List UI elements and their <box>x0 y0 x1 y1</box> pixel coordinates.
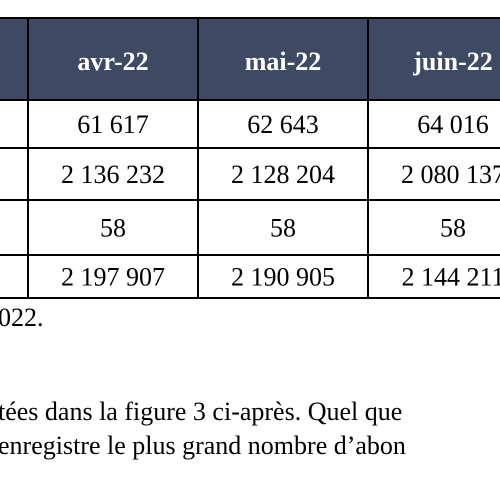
table-cell: 2 144 211 <box>401 263 500 292</box>
table-cell: 2 136 232 <box>61 160 165 189</box>
table-source: 022. <box>0 303 44 332</box>
table-cell: 61 617 <box>77 110 149 139</box>
table-cell: 62 643 <box>247 110 319 139</box>
table-cell: 2 197 907 <box>61 263 165 292</box>
table-cell: 58 <box>100 214 126 243</box>
table-header-background <box>0 18 500 100</box>
table-cell: 64 016 <box>417 110 489 139</box>
column-header: mai-22 <box>245 47 322 76</box>
table-cell: 2 128 204 <box>231 160 335 189</box>
table-cell: 58 <box>440 214 466 243</box>
column-header: juin-22 <box>412 47 492 76</box>
paragraph-line: enregistre le plus grand nombre d’abon <box>0 431 406 460</box>
table-cell: 2 190 905 <box>231 263 335 292</box>
table-cell: 2 080 137 <box>401 160 500 189</box>
table-cell: 58 <box>270 214 296 243</box>
column-header: avr-22 <box>77 47 148 76</box>
paragraph-line: tées dans la figure 3 ci-après. Quel que <box>0 397 402 426</box>
